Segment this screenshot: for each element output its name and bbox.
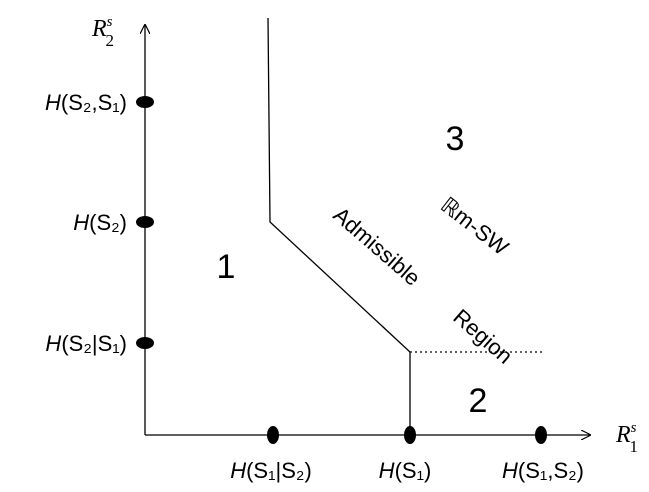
region-label: 1 bbox=[217, 248, 236, 286]
admissible-text: Admissible bbox=[329, 202, 426, 291]
point-marker bbox=[404, 426, 416, 444]
region-boundary bbox=[267, 17, 411, 435]
x-point-label: H(S₁) bbox=[379, 458, 432, 483]
x-axis-label: Rs 1 bbox=[615, 420, 638, 456]
x-point-label: H(S₁|S₂) bbox=[230, 458, 312, 483]
region-text: Region bbox=[448, 304, 517, 369]
set-label: ℝm-SW bbox=[436, 192, 513, 260]
region-label: 2 bbox=[469, 382, 488, 420]
point-marker bbox=[267, 426, 279, 444]
x-point-label: H(S₁,S₂) bbox=[502, 458, 584, 483]
y-point-label: H(S₂|S₁) bbox=[45, 331, 127, 356]
point-marker bbox=[535, 426, 547, 444]
point-marker bbox=[136, 216, 154, 228]
point-marker bbox=[136, 96, 154, 108]
y-point-label: H(S₂) bbox=[73, 210, 127, 235]
y-axis-label: Rs 2 bbox=[91, 14, 114, 50]
y-point-label: H(S₂,S₁) bbox=[45, 90, 127, 115]
region-label: 3 bbox=[446, 120, 465, 158]
point-marker bbox=[136, 337, 154, 349]
